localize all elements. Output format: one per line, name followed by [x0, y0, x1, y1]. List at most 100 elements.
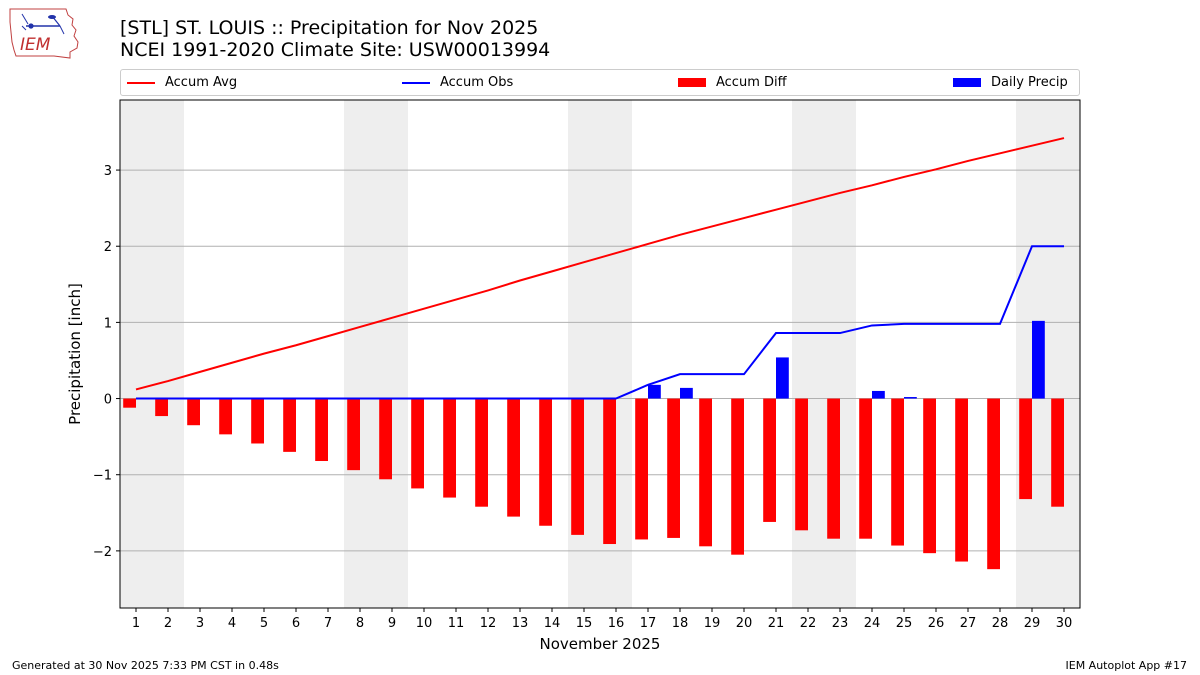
daily-precip-bar	[648, 384, 661, 399]
x-tick-label: 2	[164, 616, 172, 631]
accum-obs-line	[136, 245, 1064, 400]
iem-logo: IEM	[9, 8, 79, 59]
x-tick-label: 3	[196, 616, 204, 631]
accum-diff-bar	[987, 398, 1000, 570]
chart-subtitle: NCEI 1991-2020 Climate Site: USW00013994	[120, 39, 551, 61]
x-tick-label: 15	[576, 616, 593, 631]
x-tick-label: 5	[260, 616, 268, 631]
x-tick-label: 9	[388, 616, 396, 631]
accum-diff-bar	[731, 398, 744, 555]
accum-diff-bar	[603, 398, 616, 545]
weather-station-icon	[21, 13, 65, 35]
y-axis-label: Precipitation [inch]	[66, 283, 84, 425]
weekend-band-5	[1016, 100, 1080, 608]
x-tick-label: 26	[928, 616, 945, 631]
x-tick-label: 1	[132, 616, 140, 631]
y-axis: −2 −1 0 1 2 3	[93, 164, 120, 560]
weekend-band-4	[792, 100, 856, 608]
legend-label-accum-avg: Accum Avg	[165, 75, 238, 90]
legend-swatch-accum-obs	[402, 81, 430, 84]
x-tick-label: 11	[448, 616, 465, 631]
accum-diff-bar	[443, 398, 456, 498]
accum-diff-bar	[283, 398, 296, 452]
accum-diff-bar	[891, 398, 904, 546]
logo-text: IEM	[20, 35, 51, 55]
x-tick-label: 24	[864, 616, 881, 631]
app-label: IEM Autoplot App #17	[1065, 659, 1188, 672]
x-tick-label: 7	[324, 616, 332, 631]
daily-precip-bar	[872, 390, 885, 399]
legend-swatch-accum-avg	[127, 81, 155, 84]
accum-diff-bar	[123, 398, 136, 408]
accum-diff-bar	[347, 398, 360, 471]
daily-precip-bar	[904, 397, 917, 399]
accum-diff-bar	[475, 398, 488, 507]
y-tick-label: 2	[104, 240, 112, 255]
x-tick-label: 20	[736, 616, 753, 631]
legend: Accum Avg Accum Obs Accum Diff Daily Pre…	[120, 69, 1080, 96]
x-tick-label: 8	[356, 616, 364, 631]
x-tick-label: 18	[672, 616, 689, 631]
gridlines	[120, 169, 1080, 552]
accum-diff-bar	[1051, 398, 1064, 507]
x-tick-label: 13	[512, 616, 529, 631]
daily-precip-bar	[776, 357, 789, 399]
accum-diff-bar	[827, 398, 840, 539]
x-tick-label: 19	[704, 616, 721, 631]
chart-title: [STL] ST. LOUIS :: Precipitation for Nov…	[120, 17, 539, 39]
accum-diff-bar	[763, 398, 776, 522]
plot-frame	[119, 99, 1081, 609]
x-tick-label: 14	[544, 616, 561, 631]
accum-diff-bar	[251, 398, 264, 444]
legend-item-daily-precip: Daily Precip	[953, 74, 1068, 91]
daily-precip-bar	[1032, 320, 1045, 399]
legend-item-accum-obs: Accum Obs	[402, 74, 513, 91]
accum-diff-bar	[155, 398, 168, 417]
weekend-band-2	[344, 100, 408, 608]
accum-diff-bar	[795, 398, 808, 531]
x-tick-label: 4	[228, 616, 236, 631]
accum-diff-bar	[379, 398, 392, 480]
accum-diff-bar	[859, 398, 872, 539]
accum-diff-bar	[699, 398, 712, 547]
x-tick-label: 21	[768, 616, 785, 631]
y-tick-label: −1	[93, 469, 112, 484]
legend-swatch-accum-diff	[678, 78, 706, 87]
x-tick-label: 30	[1056, 616, 1073, 631]
legend-label-accum-diff: Accum Diff	[716, 75, 787, 90]
x-tick-label: 29	[1024, 616, 1041, 631]
legend-swatch-daily-precip	[953, 78, 981, 87]
accum-diff-bar	[507, 398, 520, 517]
x-tick-label: 28	[992, 616, 1009, 631]
accum-diff-bar	[411, 398, 424, 489]
accum-diff-bar	[315, 398, 328, 462]
y-tick-label: −2	[93, 545, 112, 560]
x-tick-label: 23	[832, 616, 849, 631]
x-tick-label: 22	[800, 616, 817, 631]
accum-diff-bar	[667, 398, 680, 538]
accum-diff-bar	[923, 398, 936, 554]
x-tick-label: 6	[292, 616, 300, 631]
x-tick-label: 10	[416, 616, 433, 631]
legend-label-accum-obs: Accum Obs	[440, 75, 514, 90]
legend-item-accum-diff: Accum Diff	[678, 74, 787, 91]
bars	[123, 320, 1064, 570]
iowa-outline-icon	[9, 8, 79, 59]
daily-precip-bar	[680, 387, 693, 399]
accum-diff-bar	[539, 398, 552, 526]
y-tick-label: 0	[104, 393, 112, 408]
x-tick-label: 16	[608, 616, 625, 631]
accum-diff-bar	[955, 398, 968, 562]
weekend-band-1	[120, 100, 184, 608]
generated-timestamp: Generated at 30 Nov 2025 7:33 PM CST in …	[12, 659, 279, 672]
accum-diff-bar	[1019, 398, 1032, 500]
accum-diff-bar	[571, 398, 584, 535]
x-tick-label: 25	[896, 616, 913, 631]
x-tick-label: 12	[480, 616, 497, 631]
accum-diff-bar	[635, 398, 648, 540]
y-tick-label: 1	[104, 316, 112, 331]
accum-diff-bar	[187, 398, 200, 426]
accum-avg-line	[135, 137, 1065, 391]
legend-label-daily-precip: Daily Precip	[991, 75, 1068, 90]
